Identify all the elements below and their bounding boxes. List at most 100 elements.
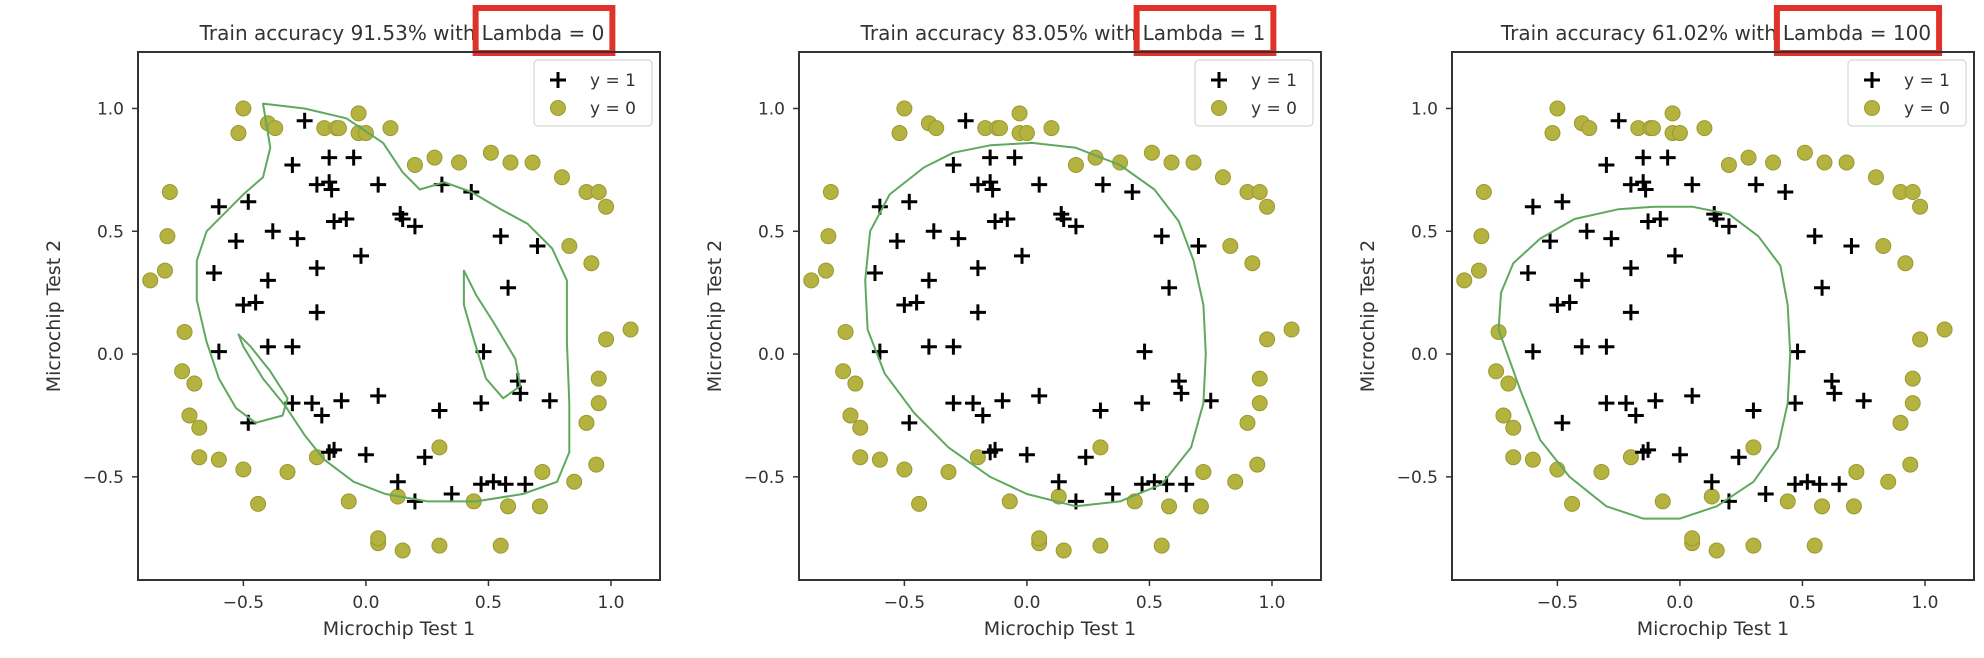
point-y0	[482, 144, 499, 161]
point-y1	[1622, 304, 1639, 321]
point-y0	[1622, 449, 1639, 466]
chart-svg: Train accuracy 83.05% with Lambda = 1 −0.…	[704, 5, 1322, 640]
point-y1	[1598, 156, 1615, 173]
point-y1	[497, 476, 514, 493]
legend-label: y = 1	[1904, 71, 1950, 91]
point-y0	[871, 451, 888, 468]
point-y0	[896, 461, 913, 478]
point-y1	[1134, 395, 1151, 412]
point-y1	[370, 176, 387, 193]
point-y0	[622, 321, 639, 338]
legend: y = 1 y = 0	[1847, 59, 1967, 127]
point-y1	[1092, 402, 1109, 419]
point-y1	[228, 233, 245, 250]
point-y1	[974, 407, 991, 424]
point-y0	[1703, 488, 1720, 505]
point-y1	[1136, 343, 1153, 360]
point-y1	[473, 395, 490, 412]
point-y1	[982, 174, 999, 191]
point-y1	[431, 402, 448, 419]
point-y0	[1251, 183, 1268, 200]
point-y1	[1757, 486, 1774, 503]
point-y0	[940, 463, 957, 480]
point-y1	[945, 156, 962, 173]
point-y1	[1730, 449, 1747, 466]
x-tick-label: 0.0	[352, 593, 379, 613]
legend-circle-marker	[550, 100, 566, 116]
point-y0	[820, 228, 837, 245]
point-y0	[1904, 183, 1921, 200]
point-y0	[1745, 537, 1762, 554]
point-y1	[1006, 149, 1023, 166]
point-y0	[590, 395, 607, 412]
legend-label: y = 1	[590, 71, 636, 91]
point-y0	[1227, 473, 1244, 490]
point-y0	[1664, 105, 1681, 122]
point-y1	[492, 228, 509, 245]
point-y1	[308, 260, 325, 277]
point-y0	[1251, 395, 1268, 412]
point-y1	[1554, 193, 1571, 210]
point-y0	[1031, 530, 1048, 547]
point-y1	[984, 181, 1001, 198]
point-y0	[161, 183, 178, 200]
point-y1	[982, 149, 999, 166]
point-y0	[186, 375, 203, 392]
x-tick-label: 0.0	[1013, 593, 1040, 613]
title-prefix: Train accuracy 61.02% with	[1500, 21, 1777, 45]
point-y0	[1456, 272, 1473, 289]
point-y0	[1161, 498, 1178, 515]
point-y1	[866, 265, 883, 282]
point-y0	[279, 463, 296, 480]
point-y1	[969, 260, 986, 277]
point-y0	[1488, 363, 1505, 380]
point-y0	[492, 537, 509, 554]
y-tick-label: 1.0	[1411, 99, 1438, 119]
point-y0	[534, 463, 551, 480]
point-y0	[1249, 456, 1266, 473]
point-y1	[406, 493, 423, 510]
point-y0	[1848, 463, 1865, 480]
point-y0	[1720, 156, 1737, 173]
point-y1	[1659, 149, 1676, 166]
point-y0	[590, 370, 607, 387]
point-y0	[1564, 495, 1581, 512]
title-lambda: Lambda = 100	[1783, 21, 1931, 45]
point-y0	[852, 419, 869, 436]
point-y1	[999, 210, 1016, 227]
point-y1	[1706, 206, 1723, 223]
chart-panel-lambda-100: Train accuracy 61.02% with Lambda = 100 −…	[1322, 0, 1983, 658]
y-tick-label: 0.0	[97, 345, 124, 365]
point-y0	[1912, 331, 1929, 348]
point-y0	[598, 331, 615, 348]
point-y0	[1018, 125, 1035, 142]
x-axis-label: Microchip Test 1	[1637, 618, 1790, 640]
point-y1	[1745, 402, 1762, 419]
point-y1	[210, 343, 227, 360]
point-y0	[803, 272, 820, 289]
chart-panel-lambda-1: Train accuracy 83.05% with Lambda = 1 −0.…	[661, 0, 1322, 658]
point-y0	[991, 120, 1008, 137]
point-y0	[1644, 120, 1661, 137]
legend-plus-marker	[550, 72, 566, 88]
chart-title: Train accuracy 61.02% with Lambda = 100	[1500, 5, 1943, 56]
point-y1	[1684, 176, 1701, 193]
point-y1	[950, 230, 967, 247]
point-y0	[1671, 125, 1688, 142]
point-y1	[357, 446, 374, 463]
point-y0	[891, 125, 908, 142]
point-y1	[1814, 279, 1831, 296]
point-y1	[321, 149, 338, 166]
point-y0	[1838, 154, 1855, 171]
legend: y = 1 y = 0	[1194, 59, 1314, 127]
y-tick-label: 0.5	[1411, 222, 1438, 242]
legend-label: y = 0	[1251, 99, 1297, 119]
point-y1	[896, 296, 913, 313]
point-y0	[583, 255, 600, 272]
point-y0	[426, 149, 443, 166]
point-y0	[176, 323, 193, 340]
point-y1	[1627, 407, 1644, 424]
point-y1	[321, 444, 338, 461]
point-y0	[191, 449, 208, 466]
title-prefix: Train accuracy 83.05% with	[860, 21, 1137, 45]
